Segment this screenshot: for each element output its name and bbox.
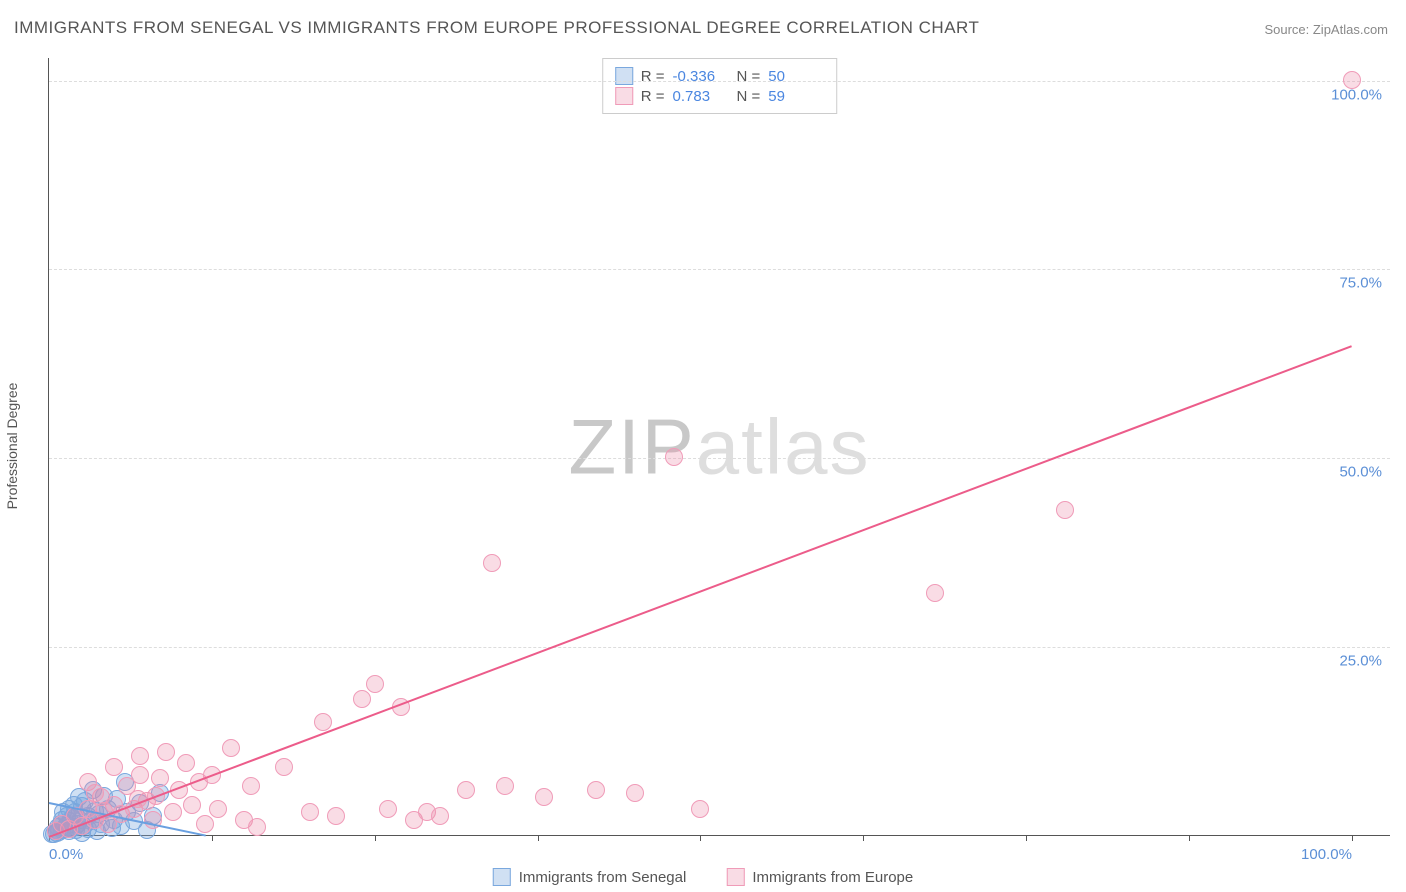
data-point: [131, 766, 149, 784]
data-point: [196, 815, 214, 833]
data-point: [327, 807, 345, 825]
xtick-mark: [700, 835, 701, 841]
xtick-mark: [538, 835, 539, 841]
data-point: [242, 777, 260, 795]
legend-swatch-icon: [493, 868, 511, 886]
data-point: [496, 777, 514, 795]
data-point: [151, 769, 169, 787]
data-point: [457, 781, 475, 799]
legend-item-europe: Immigrants from Europe: [726, 868, 913, 886]
gridline: [49, 647, 1390, 648]
legend-n-label: N =: [737, 68, 761, 85]
data-point: [926, 584, 944, 602]
data-point: [1343, 71, 1361, 89]
watermark-zip: ZIP: [568, 402, 695, 490]
xtick-mark: [1189, 835, 1190, 841]
legend-label: Immigrants from Europe: [752, 869, 913, 886]
xtick-mark: [212, 835, 213, 841]
ytick-label: 75.0%: [1339, 275, 1382, 292]
data-point: [164, 803, 182, 821]
data-point: [86, 784, 104, 802]
data-point: [379, 800, 397, 818]
plot-area: ZIPatlas R = -0.336 N = 50 R = 0.783 N =…: [48, 58, 1390, 836]
legend-label: Immigrants from Senegal: [519, 869, 687, 886]
data-point: [587, 781, 605, 799]
trend-line: [49, 345, 1353, 838]
xtick-mark: [1026, 835, 1027, 841]
data-point: [626, 784, 644, 802]
data-point: [209, 800, 227, 818]
data-point: [131, 747, 149, 765]
legend-r-value-senegal: -0.336: [673, 68, 729, 85]
legend-item-senegal: Immigrants from Senegal: [493, 868, 687, 886]
data-point: [314, 713, 332, 731]
legend-row-senegal: R = -0.336 N = 50: [615, 67, 825, 85]
xtick-mark: [863, 835, 864, 841]
data-point: [177, 754, 195, 772]
gridline: [49, 269, 1390, 270]
data-point: [665, 448, 683, 466]
xtick-label: 100.0%: [1301, 846, 1352, 863]
ytick-label: 50.0%: [1339, 464, 1382, 481]
legend-swatch-senegal: [615, 67, 633, 85]
legend-n-value-senegal: 50: [768, 68, 824, 85]
data-point: [157, 743, 175, 761]
gridline: [49, 81, 1390, 82]
y-axis-label: Professional Degree: [4, 383, 20, 510]
legend-r-label: R =: [641, 68, 665, 85]
correlation-legend: R = -0.336 N = 50 R = 0.783 N = 59: [602, 58, 838, 114]
legend-swatch-europe: [615, 87, 633, 105]
legend-row-europe: R = 0.783 N = 59: [615, 87, 825, 105]
xtick-label: 0.0%: [49, 846, 83, 863]
data-point: [183, 796, 201, 814]
data-point: [275, 758, 293, 776]
legend-r-label: R =: [641, 88, 665, 105]
data-point: [248, 818, 266, 836]
gridline: [49, 458, 1390, 459]
data-point: [535, 788, 553, 806]
legend-n-value-europe: 59: [768, 88, 824, 105]
legend-r-value-europe: 0.783: [673, 88, 729, 105]
data-point: [353, 690, 371, 708]
data-point: [1056, 501, 1074, 519]
source-label: Source: ZipAtlas.com: [1264, 22, 1388, 37]
watermark: ZIPatlas: [568, 401, 870, 492]
xtick-mark: [1352, 835, 1353, 841]
data-point: [105, 758, 123, 776]
series-legend: Immigrants from Senegal Immigrants from …: [493, 868, 913, 886]
watermark-atlas: atlas: [696, 402, 871, 490]
data-point: [222, 739, 240, 757]
ytick-label: 100.0%: [1331, 86, 1382, 103]
data-point: [431, 807, 449, 825]
data-point: [301, 803, 319, 821]
data-point: [483, 554, 501, 572]
ytick-label: 25.0%: [1339, 653, 1382, 670]
legend-n-label: N =: [737, 88, 761, 105]
data-point: [691, 800, 709, 818]
chart-title: IMMIGRANTS FROM SENEGAL VS IMMIGRANTS FR…: [14, 18, 979, 38]
legend-swatch-icon: [726, 868, 744, 886]
data-point: [366, 675, 384, 693]
xtick-mark: [375, 835, 376, 841]
